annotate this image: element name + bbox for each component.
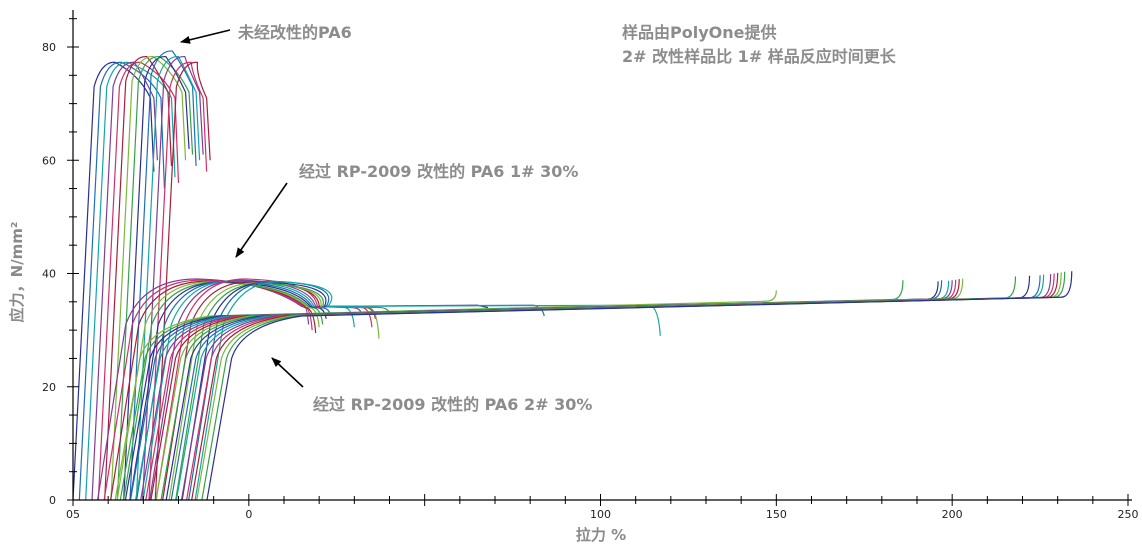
arrow-sample-2 xyxy=(271,357,304,388)
annotation-arrows xyxy=(180,29,304,388)
curve-sample_1 xyxy=(175,282,391,501)
curve-unmodified xyxy=(72,61,155,501)
curve-sample_2 xyxy=(180,274,1052,501)
curve-sample_2 xyxy=(160,276,1017,501)
y-tick-label: 0 xyxy=(49,494,56,507)
x-tick-label: 100 xyxy=(590,508,611,521)
curve-unmodified xyxy=(148,61,208,501)
y-axis-title: 应力，N/mm² xyxy=(8,222,26,323)
curve-sample_2 xyxy=(201,271,1066,501)
curve-sample_2 xyxy=(140,280,953,501)
curve-sample_2 xyxy=(119,280,904,501)
curve-sample_1 xyxy=(129,281,327,501)
curve-sample_2 xyxy=(206,271,1073,501)
curve-sample_1 xyxy=(181,281,489,501)
curve-sample_1 xyxy=(123,281,324,501)
arrow-sample-1 xyxy=(235,182,288,258)
curve-sample_2 xyxy=(145,279,957,501)
annotation-unmodified: 未经改性的PA6 xyxy=(237,23,352,42)
x-tick-label: 0 xyxy=(245,508,252,521)
y-tick-label: 40 xyxy=(42,268,56,281)
y-tick-label: 80 xyxy=(42,41,56,54)
curve-sample_1 xyxy=(136,280,331,501)
text-labels: 未经改性的PA6 经过 RP-2009 改性的 PA6 1# 30% 经过 RP… xyxy=(8,23,897,544)
curve-sample_2 xyxy=(170,275,1041,501)
curve-unmodified xyxy=(123,56,190,501)
curve-sample_2 xyxy=(150,279,960,501)
curve-unmodified xyxy=(78,61,166,501)
y-ticks: 0 20 40 60 80 xyxy=(42,18,79,507)
curve-sample_2 xyxy=(124,281,939,501)
curve-sample_2 xyxy=(155,278,964,501)
annotation-sample-2: 经过 RP-2009 改性的 PA6 2# 30% xyxy=(313,395,592,414)
curve-sample_2 xyxy=(129,280,943,501)
curve-sample_1 xyxy=(194,281,661,501)
curve-sample_2 xyxy=(135,280,950,501)
x-tick-label: 150 xyxy=(766,508,787,521)
arrow-unmodified xyxy=(180,29,231,44)
curve-sample_2 xyxy=(175,274,1045,501)
y-tick-label: 20 xyxy=(42,381,56,394)
curve-sample_2 xyxy=(191,272,1059,501)
note-line-1: 样品由PolyOne提供 xyxy=(622,23,776,42)
curve-sample_2 xyxy=(185,273,1055,501)
x-axis-title: 拉力 % xyxy=(576,526,626,544)
curve-unmodified xyxy=(129,50,197,501)
x-tick-label: 250 xyxy=(1118,508,1139,521)
x-tick-label: 05 xyxy=(66,508,80,521)
x-ticks: 05 0 100 150 200 250 xyxy=(66,494,1139,521)
curve-unmodified xyxy=(135,56,201,501)
x-tick-label: 200 xyxy=(942,508,963,521)
axes-layer: 05 0 100 150 200 250 0 20 40 60 80 xyxy=(42,10,1139,521)
curve-unmodified xyxy=(142,56,204,501)
curves-layer xyxy=(72,50,1073,501)
curve-sample_2 xyxy=(165,275,1031,501)
annotation-sample-1: 经过 RP-2009 改性的 PA6 1# 30% xyxy=(299,162,578,181)
curve-sample_2 xyxy=(196,272,1062,501)
curve-unmodified xyxy=(154,61,211,501)
y-tick-label: 60 xyxy=(42,154,56,167)
curve-sample_1 xyxy=(155,278,373,501)
curve-sample_1 xyxy=(142,280,355,501)
note-line-2: 2# 改性样品比 1# 样品反应时间更长 xyxy=(622,47,897,66)
curve-sample_2 xyxy=(114,290,777,501)
